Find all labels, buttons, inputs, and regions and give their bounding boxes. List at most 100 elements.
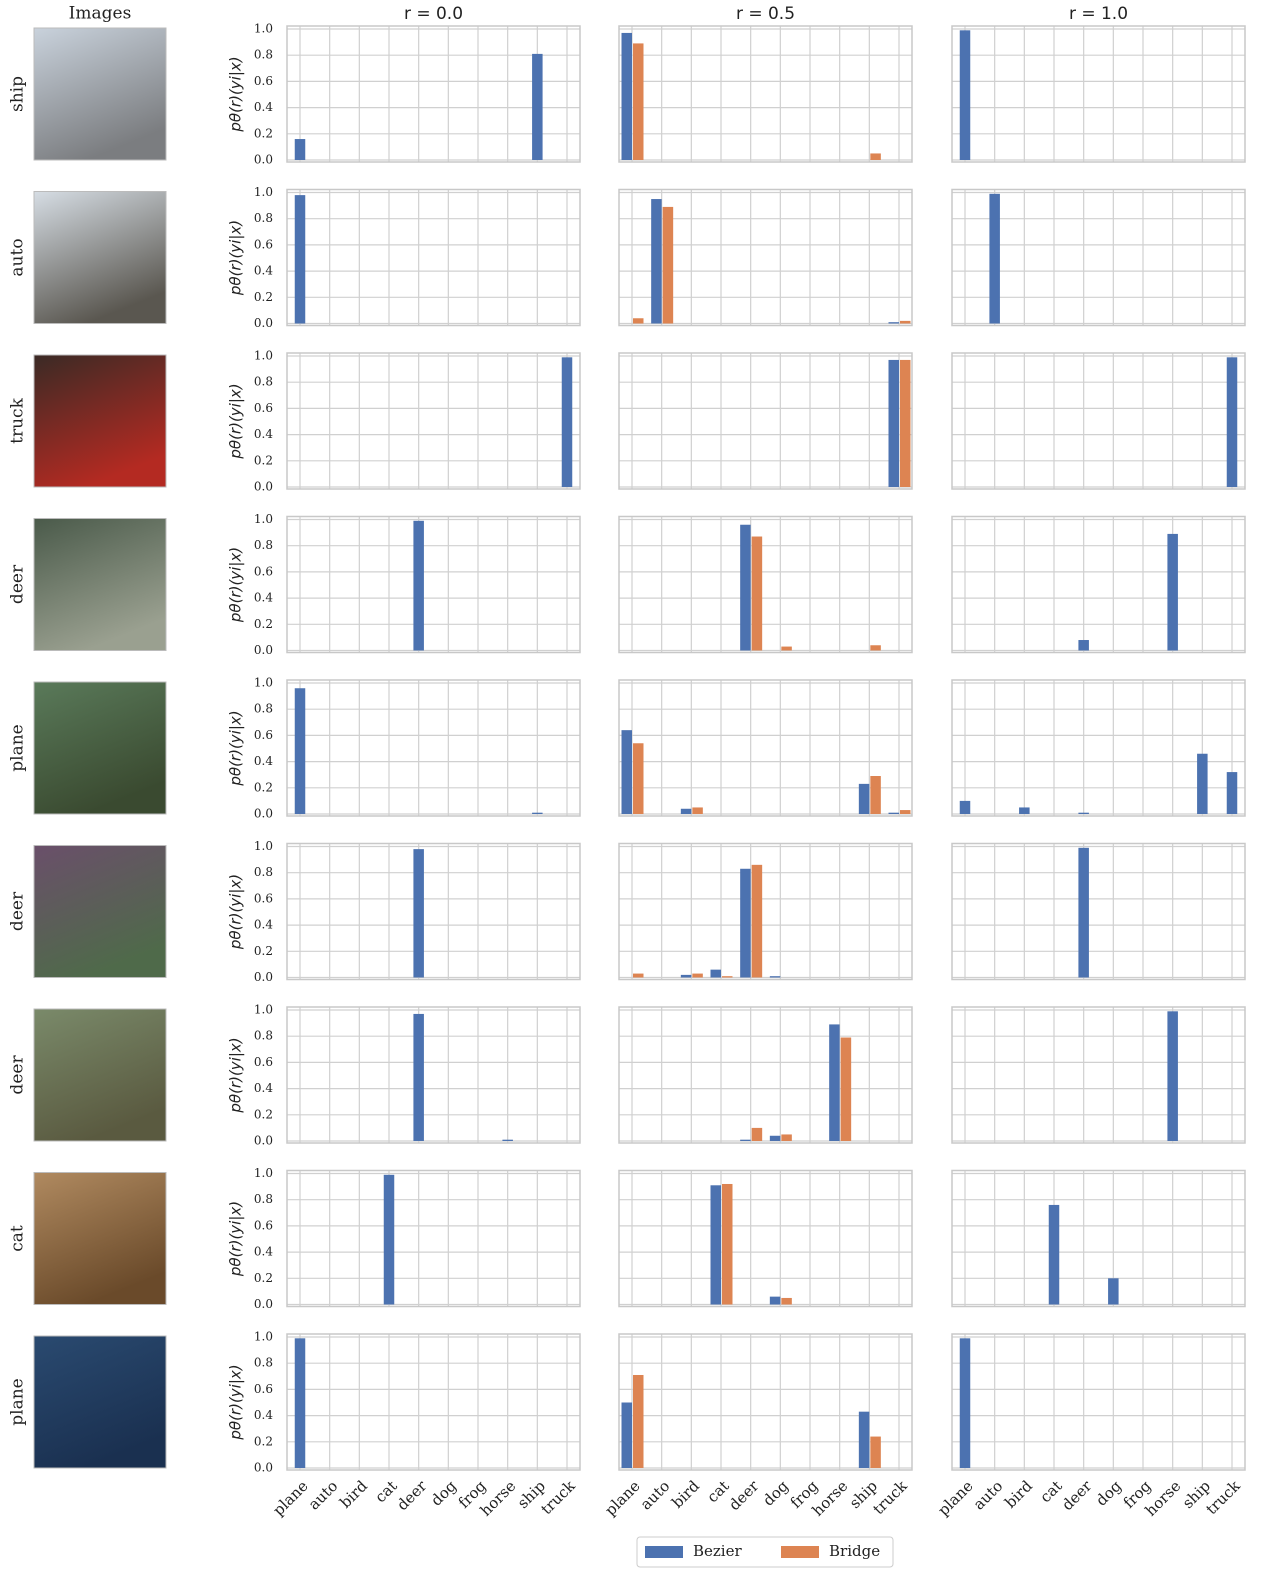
bar <box>1078 812 1089 814</box>
bar <box>383 1174 395 1305</box>
y-tick-label: 1.0 <box>254 512 273 526</box>
bar <box>722 976 733 978</box>
x-tick-label: plane <box>934 1477 976 1519</box>
bar <box>781 646 792 651</box>
bar <box>633 743 644 814</box>
y-tick-label: 0.4 <box>254 427 273 441</box>
y-tick-label: 0.0 <box>254 1461 273 1475</box>
y-tick-label: 0.2 <box>254 1271 273 1285</box>
bar <box>621 32 632 160</box>
y-tick-label: 1.0 <box>254 1003 273 1017</box>
x-tick-label: auto <box>970 1477 1007 1514</box>
bar <box>751 536 763 651</box>
column-title: r = 0.0 <box>404 4 463 24</box>
y-tick-label: 1.0 <box>254 676 273 690</box>
bar <box>870 776 881 814</box>
bar <box>1019 807 1030 814</box>
y-tick-label: 1.0 <box>254 22 273 36</box>
x-tick-label: plane <box>269 1477 311 1519</box>
bar <box>1226 357 1238 487</box>
bar <box>740 524 751 651</box>
y-tick-label: 0.0 <box>254 643 273 657</box>
bar <box>900 810 911 814</box>
bar <box>561 357 573 487</box>
bar <box>900 359 911 487</box>
axes-frame <box>951 515 1246 654</box>
bar <box>781 1134 792 1141</box>
legend-label: Bridge <box>829 1542 880 1560</box>
bar <box>858 1411 870 1468</box>
bar <box>1078 640 1089 651</box>
x-tick-label: truck <box>869 1476 911 1518</box>
y-tick-label: 0.4 <box>254 591 273 605</box>
bar <box>1078 847 1089 978</box>
bar <box>1048 1204 1060 1305</box>
y-tick-label: 0.2 <box>254 944 273 958</box>
axes-frame <box>951 842 1246 981</box>
bar <box>840 1037 852 1141</box>
row-label: deer <box>8 1055 28 1095</box>
bar <box>829 1024 840 1141</box>
legend-swatch <box>781 1546 819 1558</box>
x-tick-label: dog <box>427 1477 460 1510</box>
y-tick-label: 0.4 <box>254 1408 273 1422</box>
bar <box>740 1139 751 1141</box>
y-tick-label: 0.8 <box>254 375 273 389</box>
bar <box>888 359 899 487</box>
legend-swatch <box>645 1546 683 1558</box>
y-tick-label: 0.6 <box>254 401 273 415</box>
bar <box>413 520 424 651</box>
x-tick-label: bird <box>668 1477 703 1512</box>
y-tick-label: 0.8 <box>254 1029 273 1043</box>
y-tick-label: 0.6 <box>254 1382 273 1396</box>
bar <box>633 318 644 324</box>
y-tick-label: 0.4 <box>254 100 273 114</box>
axes-frame <box>951 188 1246 327</box>
row-label: deer <box>8 891 28 931</box>
axes-frame <box>951 1333 1246 1471</box>
y-tick-label: 1.0 <box>254 839 273 853</box>
bar <box>680 808 692 814</box>
axes-frame <box>286 25 581 163</box>
y-tick-label: 0.4 <box>254 1081 273 1095</box>
axes-frame <box>286 842 581 981</box>
x-tick-label: bird <box>336 1477 371 1512</box>
y-tick-label: 0.6 <box>254 1055 273 1069</box>
y-tick-label: 0.0 <box>254 480 273 494</box>
y-tick-label: 0.2 <box>254 290 273 304</box>
y-tick-label: 0.8 <box>254 1356 273 1370</box>
y-axis-label: pθ(r)(yi|x) <box>227 383 245 459</box>
bar <box>959 1338 971 1468</box>
y-tick-label: 0.6 <box>254 564 273 578</box>
x-tick-label: plane <box>601 1477 643 1519</box>
bar <box>1197 753 1208 814</box>
bar <box>662 206 674 324</box>
x-tick-label: deer <box>1058 1476 1096 1514</box>
y-tick-label: 0.2 <box>254 1434 273 1448</box>
bar <box>413 849 424 978</box>
bar <box>710 1185 721 1305</box>
x-tick-label: dog <box>1092 1477 1125 1510</box>
bar <box>959 30 971 161</box>
y-tick-label: 0.0 <box>254 807 273 821</box>
y-axis-label: pθ(r)(yi|x) <box>227 547 245 623</box>
bar <box>532 53 543 160</box>
image-thumbnail <box>33 518 167 651</box>
bar <box>722 1183 733 1305</box>
y-tick-label: 0.2 <box>254 126 273 140</box>
bar <box>870 153 881 160</box>
bar <box>751 1127 763 1141</box>
bar <box>413 1013 424 1141</box>
image-thumbnail <box>33 1172 167 1305</box>
bar <box>532 812 543 814</box>
bar <box>633 973 644 978</box>
axes-frame <box>951 1169 1246 1308</box>
legend-label: Bezier <box>693 1542 742 1560</box>
image-thumbnail <box>33 845 167 978</box>
bar <box>692 807 703 814</box>
y-tick-label: 0.8 <box>254 865 273 879</box>
row-label: ship <box>8 76 28 112</box>
y-tick-label: 0.8 <box>254 211 273 225</box>
y-tick-label: 0.8 <box>254 1192 273 1206</box>
